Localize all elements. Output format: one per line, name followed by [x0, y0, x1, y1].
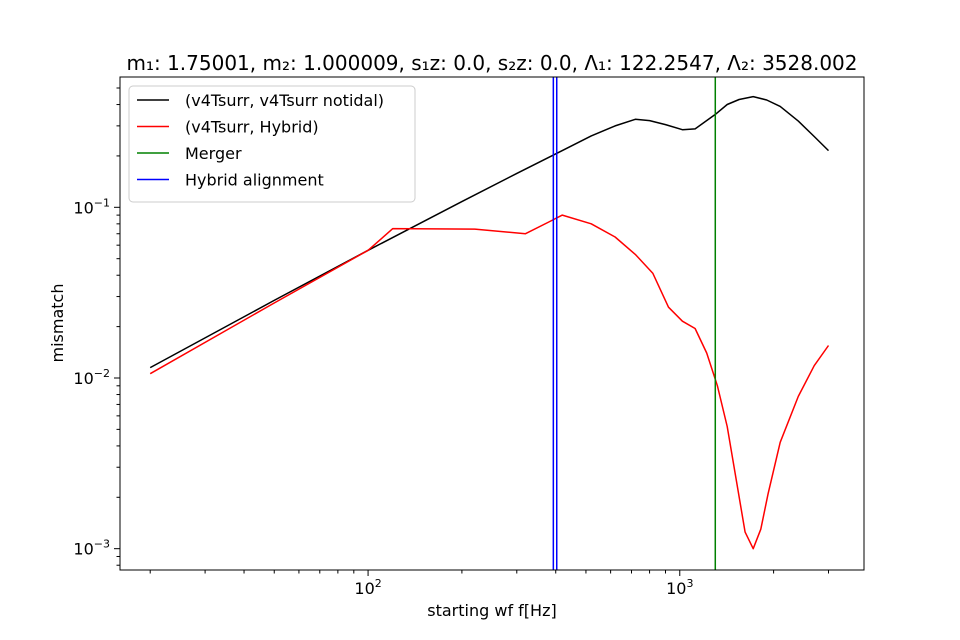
chart-title: m₁: 1.75001, m₂: 1.000009, s₁z: 0.0, s₂z…	[126, 51, 857, 75]
y-tick-label: 10−1	[73, 196, 110, 217]
y-axis-label: mismatch	[48, 284, 67, 363]
x-axis: 102 103	[149, 570, 829, 598]
series-line-1	[149, 214, 830, 550]
x-axis-label: starting wf f[Hz]	[427, 601, 556, 620]
legend-label: Merger	[185, 144, 242, 163]
y-axis: 10−3 10−2 10−1	[73, 87, 120, 566]
plot-frame	[119, 76, 865, 571]
legend-label: Hybrid alignment	[185, 171, 324, 190]
y-tick-label: 10−2	[73, 367, 110, 388]
x-tick-label: 102	[354, 577, 381, 598]
series-line-0	[149, 95, 830, 369]
legend: (v4Tsurr, v4Tsurr notidal) (v4Tsurr, Hybr…	[128, 85, 416, 203]
x-tick-label: 103	[666, 577, 693, 598]
legend-label: (v4Tsurr, v4Tsurr notidal)	[185, 91, 384, 110]
y-tick-label: 10−3	[73, 538, 110, 559]
legend-box	[128, 85, 416, 203]
legend-label: (v4Tsurr, Hybrid)	[185, 118, 319, 137]
series-layer	[149, 77, 830, 570]
